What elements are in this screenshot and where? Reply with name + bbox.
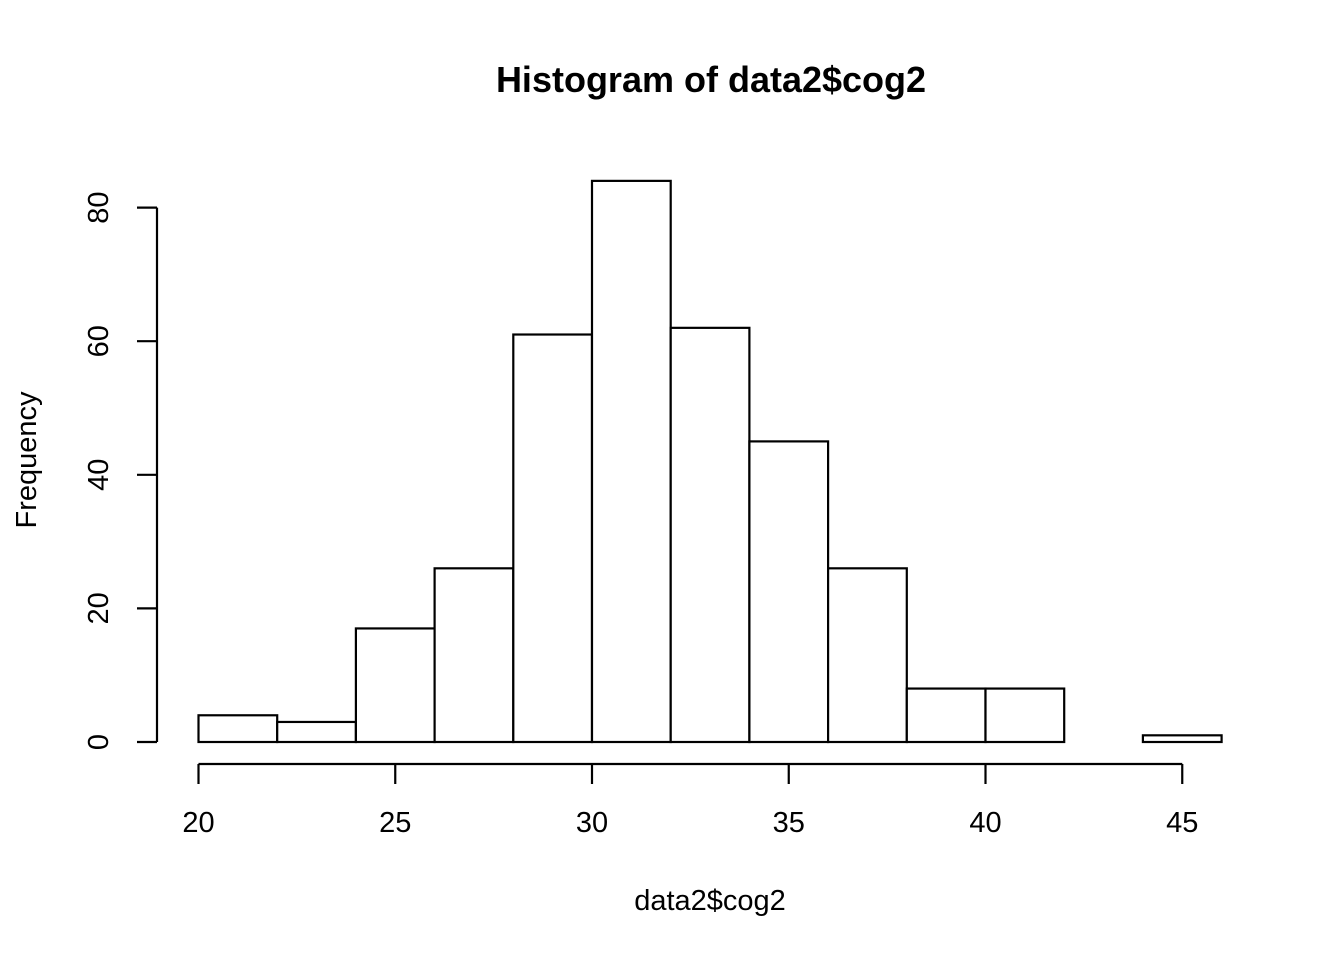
histogram-bar-1 <box>276 720 358 744</box>
histogram-bar-6 <box>669 326 751 744</box>
histogram-bar-9 <box>905 687 987 744</box>
chart-title: Histogram of data2$cog2 <box>496 59 926 100</box>
histogram-bar-12 <box>1141 734 1223 744</box>
histogram-bar-10 <box>984 687 1066 744</box>
histogram-bar-3 <box>433 567 515 744</box>
bars-group <box>197 179 1223 744</box>
histogram-bar-8 <box>826 567 908 744</box>
y-tick-label-3: 60 <box>83 325 115 357</box>
y-tick-label-1: 20 <box>83 592 115 624</box>
y-tick-label-2: 40 <box>83 459 115 491</box>
y-axis: 0 20 40 60 80 <box>83 191 159 750</box>
y-tick-label-4: 80 <box>83 191 115 223</box>
histogram-bar-7 <box>748 440 830 744</box>
y-tick-label-0: 0 <box>83 734 115 750</box>
histogram-bar-2 <box>354 627 436 744</box>
histogram-bar-0 <box>197 714 279 744</box>
x-tick-label-4: 40 <box>969 807 1001 839</box>
x-tick-label-0: 20 <box>182 807 214 839</box>
x-tick-label-2: 30 <box>576 807 608 839</box>
y-axis-label: Frequency <box>11 391 43 529</box>
x-tick-label-3: 35 <box>773 807 805 839</box>
x-axis-label: data2$cog2 <box>634 885 786 917</box>
x-tick-label-5: 45 <box>1166 807 1198 839</box>
histogram-bar-4 <box>512 333 594 744</box>
x-tick-label-1: 25 <box>379 807 411 839</box>
x-axis: 20 25 30 35 40 45 <box>182 762 1198 839</box>
histogram-bar-5 <box>590 179 672 744</box>
